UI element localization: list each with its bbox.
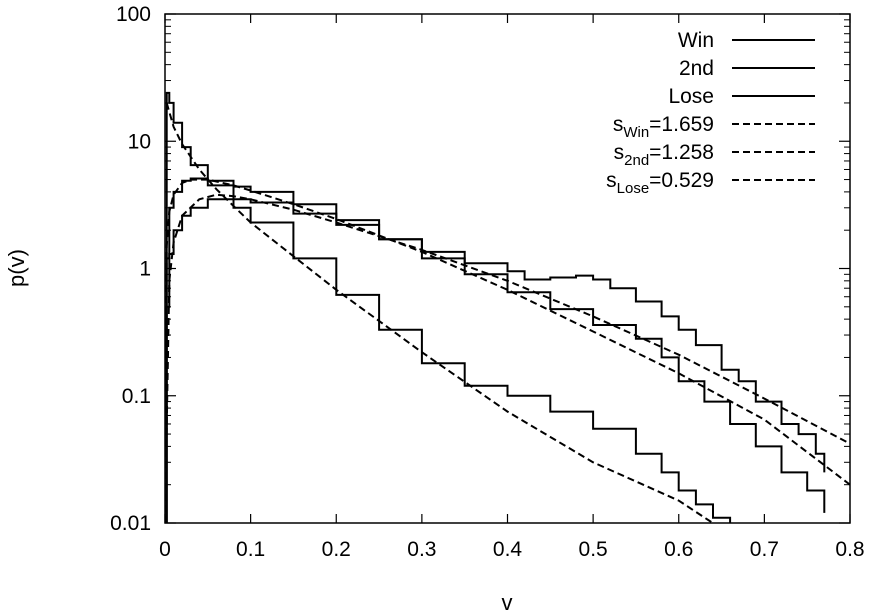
- legend-label-suffix: =1.258: [649, 141, 714, 164]
- y-tick-label: 0.01: [110, 512, 151, 535]
- series-line-s-2nd-1-258: [165, 178, 850, 523]
- x-tick-label: 0.3: [407, 538, 436, 561]
- series-line-s-lose-0-529: [165, 102, 715, 523]
- legend-label: s2nd=1.258: [614, 141, 714, 169]
- x-tick-label: 0.5: [579, 538, 608, 561]
- y-axis-label: p(v): [4, 249, 29, 287]
- series-line-2nd: [165, 177, 826, 523]
- series-line-s-win-1-659: [165, 193, 850, 523]
- y-tick-label: 1: [139, 258, 151, 281]
- y-tick-label: 10: [128, 130, 151, 153]
- legend-label-subscript: Win: [623, 124, 649, 141]
- x-tick-label: 0.1: [236, 538, 265, 561]
- x-tick-label: 0.2: [322, 538, 351, 561]
- legend-label: 2nd: [679, 57, 714, 80]
- x-tick-label: 0: [159, 538, 171, 561]
- legend-label-main: Lose: [668, 85, 714, 108]
- legend-label-suffix: =1.659: [649, 113, 714, 136]
- legend-label: sLose=0.529: [606, 169, 714, 197]
- legend-label-main: 2nd: [679, 57, 714, 80]
- legend-label-subscript: Lose: [617, 180, 650, 197]
- tick-layer: 0 0.1 0.2 0.3 0.4 0.5 0.6 0.7 0.8 0.01 0.1 1 10 100: [110, 3, 864, 561]
- series-layer: [165, 91, 850, 523]
- legend-label-main: s: [613, 113, 624, 136]
- x-axis-label: v: [502, 590, 513, 613]
- x-tick-label: 0.7: [750, 538, 779, 561]
- y-tick-label: 100: [116, 3, 151, 26]
- legend-label-main: s: [614, 141, 625, 164]
- series-line-win: [165, 198, 826, 523]
- legend-label: Win: [678, 29, 714, 52]
- legend-label: sWin=1.659: [613, 113, 714, 141]
- x-tick-label: 0.4: [493, 538, 523, 561]
- y-tick-label: 0.1: [122, 385, 151, 408]
- legend-label-subscript: 2nd: [624, 152, 649, 169]
- x-tick-label: 0.6: [664, 538, 693, 561]
- legend-label-main: s: [606, 169, 617, 192]
- legend-label: Lose: [668, 85, 714, 108]
- plot-frame: [164, 13, 851, 524]
- legend-label-main: Win: [678, 29, 714, 52]
- legend: Win2ndLosesWin=1.659s2nd=1.258sLose=0.52…: [606, 29, 815, 197]
- legend-label-suffix: =0.529: [649, 169, 714, 192]
- x-tick-label: 0.8: [835, 538, 864, 561]
